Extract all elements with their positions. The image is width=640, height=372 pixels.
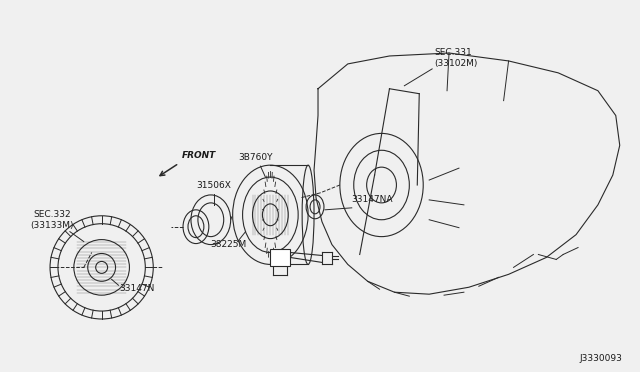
Text: 38225M: 38225M xyxy=(211,240,247,248)
Text: 33147N: 33147N xyxy=(120,284,155,293)
Text: SEC.332
(33133M): SEC.332 (33133M) xyxy=(30,210,74,230)
Text: J3330093: J3330093 xyxy=(580,354,623,363)
Text: FRONT: FRONT xyxy=(182,151,216,160)
Text: SEC.331
(33102M): SEC.331 (33102M) xyxy=(434,48,477,68)
Text: 31506X: 31506X xyxy=(196,181,231,190)
Text: 33147NA: 33147NA xyxy=(352,195,393,204)
FancyBboxPatch shape xyxy=(270,248,290,266)
Text: 3B760Y: 3B760Y xyxy=(238,153,273,162)
